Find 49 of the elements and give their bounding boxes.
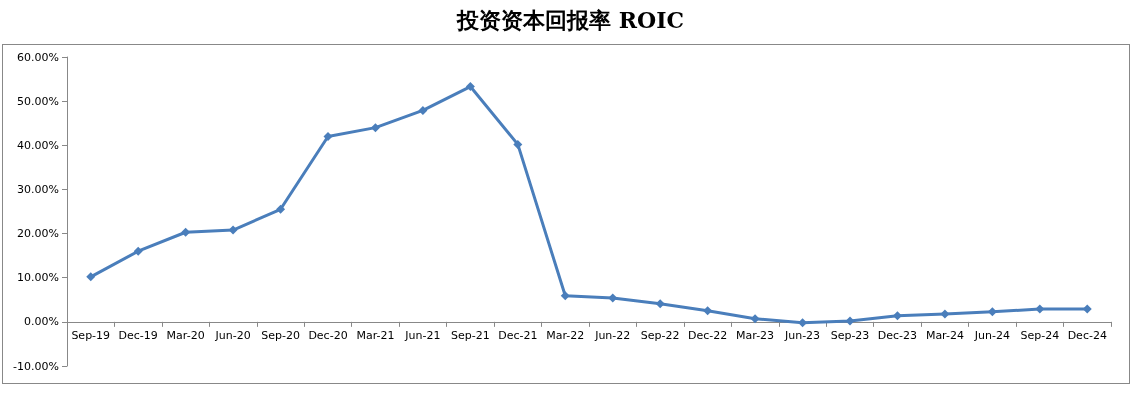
point <box>133 246 143 256</box>
y-tick-label: 0.00% <box>24 315 59 329</box>
point <box>892 311 902 321</box>
y-tick-label: 40.00% <box>17 138 59 152</box>
point <box>750 314 760 324</box>
y-tick-label: 50.00% <box>17 94 59 108</box>
x-tick-label: Sep-23 <box>830 328 870 342</box>
x-tick-label: Mar-23 <box>736 328 775 342</box>
y-tick-label: -10.00% <box>13 359 59 373</box>
x-tick-label: Jun-20 <box>214 328 251 342</box>
x-tick-label: Dec-19 <box>118 328 158 342</box>
point <box>940 309 950 319</box>
x-tick-label: Sep-19 <box>71 328 111 342</box>
point <box>655 299 665 309</box>
point <box>987 307 997 317</box>
x-tick-label: Dec-24 <box>1067 328 1107 342</box>
point <box>228 225 238 235</box>
x-tick-label: Mar-22 <box>546 328 585 342</box>
x-tick-label: Jun-24 <box>973 328 1010 342</box>
point <box>418 105 428 115</box>
x-tick-label: Jun-23 <box>783 328 821 342</box>
point <box>465 82 475 92</box>
x-tick-label: Jun-22 <box>594 328 631 342</box>
point <box>276 204 286 214</box>
x-tick-label: Sep-22 <box>640 328 680 342</box>
x-tick-label: Mar-24 <box>925 328 964 342</box>
x-tick-label: Sep-24 <box>1020 328 1060 342</box>
chart-title: 投资资本回报率 ROIC <box>456 7 684 33</box>
point <box>86 272 96 282</box>
x-tick-label: Dec-23 <box>877 328 918 342</box>
x-tick-label: Sep-20 <box>261 328 300 342</box>
y-tick-label: 20.00% <box>17 227 59 241</box>
x-tick-label: Jun-21 <box>404 328 441 342</box>
point <box>370 123 380 133</box>
x-tick-label: Sep-21 <box>451 328 490 342</box>
point <box>181 227 191 237</box>
x-tick-label: Dec-21 <box>498 328 538 342</box>
x-tick-label: Mar-21 <box>356 328 395 342</box>
point <box>323 131 333 141</box>
point <box>703 306 713 316</box>
y-tick-label: 60.00% <box>17 50 59 64</box>
x-tick-label: Mar-20 <box>166 328 205 342</box>
x-tick-label: Dec-20 <box>308 328 348 342</box>
point <box>513 139 523 149</box>
point <box>560 291 570 301</box>
x-tick-label: Dec-22 <box>688 328 728 342</box>
point <box>845 316 855 326</box>
y-tick-label: 30.00% <box>17 182 59 196</box>
y-tick-label: 10.00% <box>17 271 59 285</box>
